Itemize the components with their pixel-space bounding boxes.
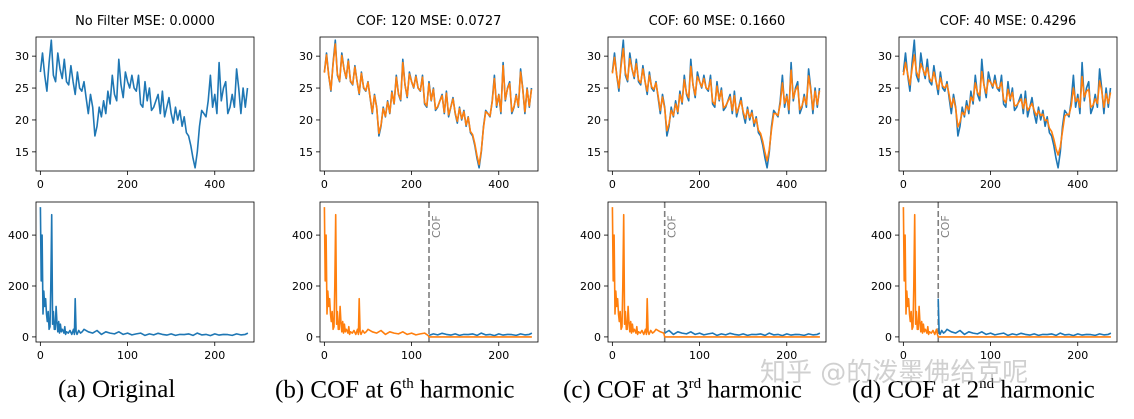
series-line-original xyxy=(39,39,249,169)
y-tick-label: 0 xyxy=(22,331,29,344)
y-tick-label: 30 xyxy=(587,50,601,63)
watermark: 知乎 @的泼墨佛给克呢 xyxy=(760,358,1029,388)
x-tick-label: 200 xyxy=(689,178,710,191)
x-tick-label: 200 xyxy=(488,349,509,362)
x-tick-label: 200 xyxy=(1067,349,1088,362)
y-tick-label: 400 xyxy=(580,229,601,242)
y-tick-label: 20 xyxy=(15,114,29,127)
plot-frame xyxy=(607,201,827,343)
caption-d: (d) COF at 2nd harmonic xyxy=(852,376,1095,404)
chart-panel-4: COF: 60 MSE: 0.1660 0 200 400 15 20 25 30 xyxy=(587,14,827,191)
chart-title: COF: 120 MSE: 0.0727 xyxy=(357,14,502,29)
chart-panel-0: No Filter MSE: 0.0000 0 200 400 15 20 25 30 xyxy=(15,14,255,191)
chart-panel-1: 0 100 200 0 200 400 xyxy=(8,201,255,362)
y-tick-label: 400 xyxy=(8,229,29,242)
x-tick-label: 0 xyxy=(37,178,44,191)
series-line-original xyxy=(664,329,821,337)
x-tick-label: 200 xyxy=(980,178,1001,191)
y-tick-label: 25 xyxy=(15,82,29,95)
plot-frame xyxy=(319,201,539,343)
series-line-filtered xyxy=(611,207,820,338)
x-tick-label: 0 xyxy=(321,178,328,191)
caption-c: (c) COF at 3rd harmonic xyxy=(563,376,802,404)
y-tick-label: 0 xyxy=(306,331,313,344)
y-tick-label: 200 xyxy=(580,280,601,293)
chart-title: No Filter MSE: 0.0000 xyxy=(75,14,215,29)
x-tick-label: 0 xyxy=(321,349,328,362)
series-line-filtered xyxy=(611,47,821,162)
x-tick-label: 400 xyxy=(1067,178,1088,191)
series-line-original xyxy=(937,298,1112,337)
x-tick-label: 400 xyxy=(488,178,509,191)
y-tick-label: 25 xyxy=(587,82,601,95)
x-tick-label: 400 xyxy=(776,178,797,191)
x-tick-label: 0 xyxy=(900,178,907,191)
y-tick-label: 30 xyxy=(15,50,29,63)
x-tick-label: 200 xyxy=(776,349,797,362)
y-tick-label: 15 xyxy=(878,146,892,159)
y-tick-label: 0 xyxy=(885,331,892,344)
y-tick-label: 20 xyxy=(878,114,892,127)
y-tick-label: 0 xyxy=(594,331,601,344)
cof-label: COF xyxy=(939,215,952,238)
cof-label: COF xyxy=(666,215,679,238)
chart-panel-5: 0 100 200 0 200 400 COF xyxy=(580,201,827,362)
y-tick-label: 15 xyxy=(587,146,601,159)
series-line-filtered xyxy=(323,43,533,166)
plot-frame xyxy=(35,201,255,343)
x-tick-label: 200 xyxy=(204,349,225,362)
y-tick-label: 30 xyxy=(299,50,313,63)
series-line-original xyxy=(428,332,533,337)
series-line-filtered xyxy=(902,207,1111,338)
x-tick-label: 100 xyxy=(980,349,1001,362)
y-tick-label: 400 xyxy=(292,229,313,242)
y-tick-label: 20 xyxy=(587,114,601,127)
y-tick-label: 200 xyxy=(292,280,313,293)
chart-panel-7: 0 100 200 0 200 400 COF xyxy=(871,201,1118,362)
y-tick-label: 15 xyxy=(299,146,313,159)
y-tick-label: 200 xyxy=(871,280,892,293)
x-tick-label: 200 xyxy=(401,178,422,191)
x-tick-label: 200 xyxy=(117,178,138,191)
y-tick-label: 200 xyxy=(8,280,29,293)
chart-title: COF: 60 MSE: 0.1660 xyxy=(649,14,786,29)
chart-panel-3: 0 100 200 0 200 400 COF xyxy=(292,201,539,362)
caption-a: (a) Original xyxy=(58,376,176,403)
x-tick-label: 0 xyxy=(37,349,44,362)
plot-frame xyxy=(898,36,1118,172)
series-line-filtered xyxy=(902,54,1112,156)
plot-frame xyxy=(319,36,539,172)
y-tick-label: 15 xyxy=(15,146,29,159)
y-tick-label: 25 xyxy=(878,82,892,95)
y-tick-label: 30 xyxy=(878,50,892,63)
y-tick-label: 400 xyxy=(871,229,892,242)
x-tick-label: 100 xyxy=(689,349,710,362)
y-tick-label: 20 xyxy=(299,114,313,127)
caption-b: (b) COF at 6th harmonic xyxy=(275,376,515,404)
plot-frame xyxy=(35,36,255,172)
series-line-filtered xyxy=(323,207,532,338)
chart-panel-6: COF: 40 MSE: 0.4296 0 200 400 15 20 25 30 xyxy=(878,14,1118,191)
y-tick-label: 25 xyxy=(299,82,313,95)
series-line-original xyxy=(39,207,249,337)
plot-frame xyxy=(607,36,827,172)
cof-label: COF xyxy=(430,215,443,238)
x-tick-label: 0 xyxy=(900,349,907,362)
x-tick-label: 0 xyxy=(609,178,616,191)
chart-panel-2: COF: 120 MSE: 0.0727 0 200 400 15 20 25 30 xyxy=(299,14,539,191)
x-tick-label: 100 xyxy=(117,349,138,362)
x-tick-label: 100 xyxy=(401,349,422,362)
plot-frame xyxy=(898,201,1118,343)
x-tick-label: 400 xyxy=(204,178,225,191)
chart-title: COF: 40 MSE: 0.4296 xyxy=(940,14,1077,29)
x-tick-label: 0 xyxy=(609,349,616,362)
